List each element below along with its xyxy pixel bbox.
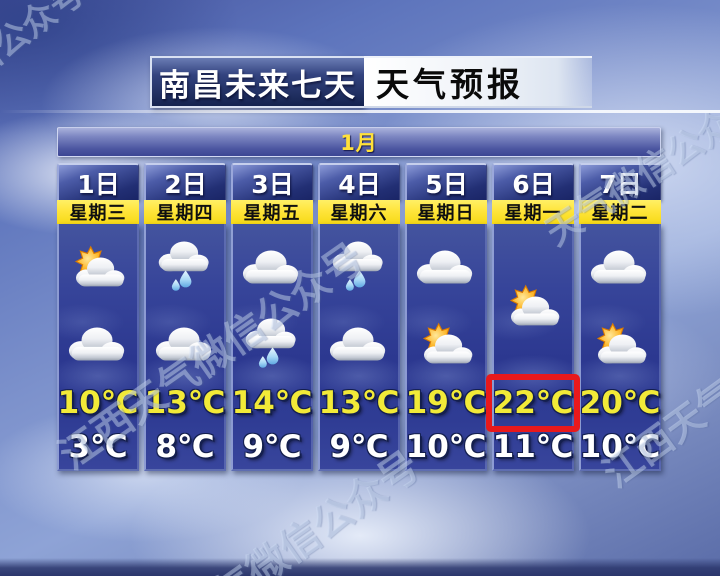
day-panel: 20℃ 10℃	[579, 224, 661, 471]
low-temperature: 11℃	[492, 429, 574, 466]
date-cell: 4日	[318, 163, 400, 200]
high-temperature: 10℃	[57, 385, 139, 422]
date-cell: 2日	[144, 163, 226, 200]
high-temperature: 19℃	[405, 385, 487, 422]
low-temperature: 10℃	[579, 429, 661, 466]
date-cell: 1日	[57, 163, 139, 200]
icon-area	[59, 224, 137, 381]
high-temperature: 13℃	[144, 385, 226, 422]
night-weather-icon	[241, 315, 303, 371]
location-title: 南昌未来七天	[150, 56, 364, 108]
date-cell: 5日	[405, 163, 487, 200]
weekday-cell: 星期日	[405, 200, 487, 224]
high-temperature: 22℃	[492, 385, 574, 422]
date-cell: 3日	[231, 163, 313, 200]
night-weather-icon	[589, 315, 651, 371]
day-column-5: 5日 星期日 19℃ 10℃	[405, 163, 487, 471]
high-temperature: 20℃	[579, 385, 661, 422]
weekday-cell: 星期四	[144, 200, 226, 224]
month-label: 1月	[340, 131, 378, 155]
month-header: 1月	[57, 127, 661, 157]
bottom-band	[0, 558, 720, 576]
weekday-cell: 星期二	[579, 200, 661, 224]
highlight-box	[486, 374, 580, 432]
day-column-2: 2日 星期四 13℃ 8℃	[144, 163, 226, 471]
title-underline	[0, 110, 720, 113]
night-weather-icon	[328, 315, 390, 371]
date-cell: 7日	[579, 163, 661, 200]
night-weather-icon	[154, 315, 216, 371]
low-temperature: 10℃	[405, 429, 487, 466]
high-temperature: 13℃	[318, 385, 400, 422]
low-temperature: 3℃	[68, 429, 128, 466]
low-temperature: 9℃	[329, 429, 389, 466]
icon-area	[581, 224, 659, 381]
day-columns: 1日 星期三 10℃ 3℃ 2日 星期四	[57, 163, 661, 471]
icon-area	[320, 224, 398, 381]
low-temperature: 9℃	[242, 429, 302, 466]
day-weather-icon	[328, 238, 390, 294]
day-column-4: 4日 星期六 13℃ 9℃	[318, 163, 400, 471]
date-cell: 6日	[492, 163, 574, 200]
day-panel: 10℃ 3℃	[57, 224, 139, 471]
icon-area	[494, 224, 572, 381]
day-weather-icon	[154, 238, 216, 294]
icon-area	[233, 224, 311, 381]
weekday-cell: 星期六	[318, 200, 400, 224]
day-panel: 13℃ 8℃	[144, 224, 226, 471]
icon-area	[407, 224, 485, 381]
day-panel: 19℃ 10℃	[405, 224, 487, 471]
day-weather-icon	[241, 238, 303, 294]
day-weather-icon	[67, 238, 129, 294]
day-column-1: 1日 星期三 10℃ 3℃	[57, 163, 139, 471]
weekday-cell: 星期一	[492, 200, 574, 224]
day-weather-icon	[502, 277, 564, 333]
day-panel: 22℃ 11℃	[492, 224, 574, 471]
night-weather-icon	[415, 315, 477, 371]
high-temperature: 14℃	[231, 385, 313, 422]
title-bar: 南昌未来七天 天气预报	[150, 56, 592, 108]
program-title: 天气预报	[364, 56, 592, 108]
night-weather-icon	[67, 315, 129, 371]
weekday-cell: 星期五	[231, 200, 313, 224]
day-panel: 14℃ 9℃	[231, 224, 313, 471]
icon-area	[146, 224, 224, 381]
day-weather-icon	[415, 238, 477, 294]
low-temperature: 8℃	[155, 429, 215, 466]
day-weather-icon	[589, 238, 651, 294]
day-column-7: 7日 星期二 20℃ 10℃	[579, 163, 661, 471]
day-column-3: 3日 星期五 14℃ 9℃	[231, 163, 313, 471]
weekday-cell: 星期三	[57, 200, 139, 224]
forecast-board: 1月 1日 星期三 10℃ 3℃ 2日 星期四	[57, 127, 661, 475]
day-panel: 13℃ 9℃	[318, 224, 400, 471]
